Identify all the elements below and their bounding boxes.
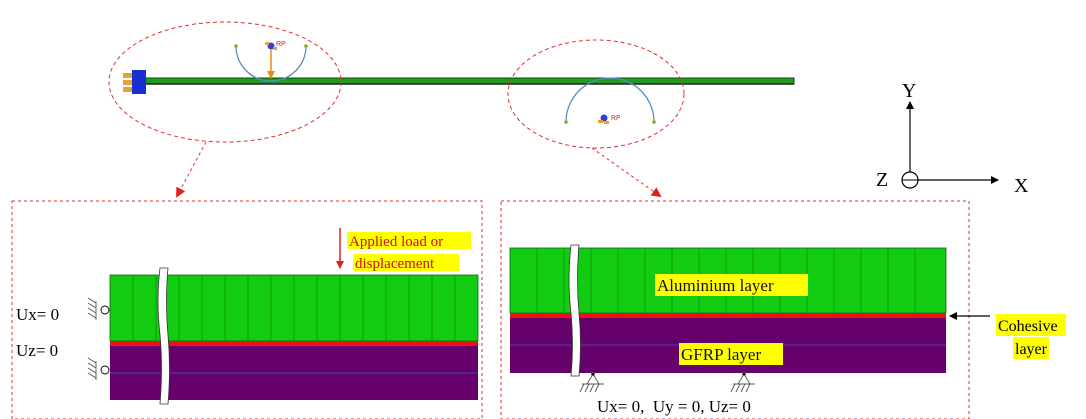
load-label-line2: displacement (355, 256, 435, 272)
zoom-leader-left (176, 141, 207, 198)
aluminium-label-bg (655, 274, 808, 296)
gfrp-label-bg (679, 343, 783, 365)
bc-uz-label: Uz= 0 (16, 341, 58, 360)
axis-x-label: X (1014, 175, 1029, 197)
break-mark-right (568, 244, 581, 377)
zoom-leader-right (591, 147, 662, 198)
left-detail-frame (11, 200, 483, 419)
mesh-lines-left (132, 275, 456, 341)
left-clamp-fixture (123, 70, 146, 94)
cohesive-label-bg-2 (1013, 337, 1049, 359)
load-label-bg-2 (353, 254, 459, 271)
support-arc (565, 77, 655, 123)
gfrp-label: GFRP layer (681, 345, 761, 364)
axis-z-label: Z (876, 169, 888, 191)
roller-support-top (87, 297, 110, 320)
reference-point-left: RP (265, 41, 286, 50)
rp-label-right: RP (611, 115, 621, 122)
break-mark-left (157, 267, 170, 405)
left-detail-panel: Applied load or displacement Ux= 0 Uz= 0 (11, 200, 483, 419)
zoom-ellipse-left (108, 21, 342, 143)
top-beam (137, 77, 795, 85)
cohesive-label-bg-1 (996, 314, 1066, 336)
cohesive-layer-right (510, 313, 946, 318)
axis-y-label: Y (902, 80, 916, 102)
support-bc-label: Ux= 0, Uy = 0, Uz= 0 (597, 397, 751, 416)
aluminium-label: Aluminium layer (657, 276, 774, 295)
rp-label-left: RP (276, 41, 286, 48)
top-view: RP RP (108, 21, 795, 198)
roller-support-bottom (87, 357, 110, 380)
pin-support-right (730, 372, 755, 393)
load-label-bg-1 (347, 232, 471, 249)
zoom-ellipse-right (507, 39, 685, 149)
cohesive-layer-left (110, 341, 478, 346)
cohesive-label-line2: layer (1015, 341, 1048, 358)
loading-nose-arc (235, 45, 307, 82)
reference-point-right: RP (598, 114, 621, 124)
right-detail-frame (500, 200, 970, 419)
bc-ux-label: Ux= 0 (16, 305, 59, 324)
load-label-line1: Applied load or (349, 234, 443, 250)
coordinate-axes: Y Z X (876, 80, 1029, 197)
pin-support-left (579, 372, 604, 393)
cohesive-label-line1: Cohesive (998, 318, 1058, 335)
right-detail-panel: Aluminium layer GFRP layer Cohesive laye… (500, 200, 1066, 419)
